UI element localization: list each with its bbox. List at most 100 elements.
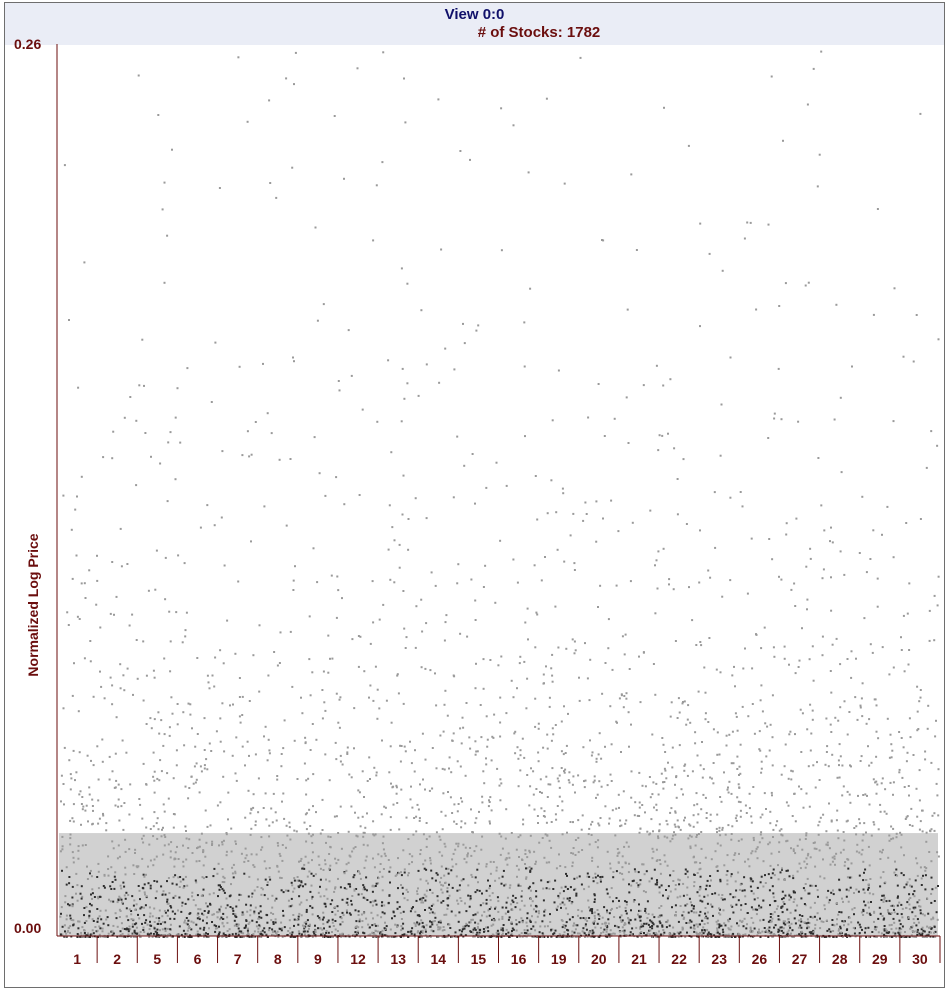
- data-point: [679, 895, 682, 898]
- data-point: [381, 739, 383, 742]
- data-point: [704, 691, 707, 694]
- data-point: [583, 780, 585, 783]
- data-point: [97, 887, 100, 890]
- data-point: [97, 897, 100, 900]
- data-point: [390, 721, 393, 724]
- data-point: [916, 862, 919, 865]
- data-point: [624, 822, 627, 825]
- data-point: [482, 687, 485, 690]
- data-point: [270, 807, 273, 810]
- data-point: [773, 412, 776, 415]
- data-point: [221, 702, 224, 705]
- data-point: [227, 791, 230, 794]
- data-point: [474, 921, 477, 924]
- data-point: [256, 878, 259, 881]
- data-point: [715, 668, 718, 671]
- data-point: [839, 927, 842, 930]
- data-point: [922, 874, 924, 877]
- data-point: [111, 840, 114, 843]
- data-point: [105, 829, 108, 832]
- data-point: [719, 880, 722, 883]
- data-point: [218, 931, 221, 934]
- data-point: [498, 877, 501, 880]
- data-point: [780, 773, 783, 776]
- data-point: [535, 611, 538, 614]
- data-point: [475, 933, 478, 936]
- data-point: [628, 883, 630, 886]
- data-point: [143, 891, 146, 894]
- data-point: [420, 897, 423, 900]
- data-point: [693, 911, 695, 914]
- data-point: [591, 921, 594, 924]
- data-point: [866, 911, 869, 914]
- data-point: [656, 587, 659, 590]
- data-point: [567, 779, 570, 782]
- data-point: [177, 934, 180, 937]
- data-point: [826, 841, 829, 844]
- data-point: [435, 704, 438, 707]
- data-point: [564, 924, 567, 927]
- data-point: [334, 857, 337, 860]
- data-point: [164, 930, 167, 932]
- data-point: [532, 793, 535, 796]
- data-point: [573, 652, 576, 655]
- data-point: [297, 923, 300, 926]
- data-point: [713, 934, 716, 937]
- data-point: [543, 856, 546, 859]
- data-point: [512, 558, 515, 561]
- data-point: [324, 494, 327, 497]
- data-point: [145, 895, 148, 898]
- data-point: [457, 920, 460, 923]
- data-point: [759, 816, 762, 819]
- data-point: [337, 858, 340, 861]
- data-point: [889, 905, 892, 907]
- data-point: [311, 859, 313, 862]
- data-point: [290, 933, 293, 936]
- data-point: [462, 843, 465, 846]
- data-point: [710, 879, 712, 882]
- data-point: [180, 933, 183, 936]
- data-point: [95, 603, 98, 606]
- data-point: [890, 923, 893, 926]
- data-point: [856, 718, 859, 721]
- data-point: [657, 793, 660, 796]
- data-point: [296, 778, 299, 780]
- data-point: [686, 870, 689, 873]
- data-point: [327, 919, 330, 922]
- data-point: [570, 902, 573, 905]
- data-point: [594, 926, 597, 929]
- data-point: [338, 726, 341, 729]
- data-point: [535, 935, 538, 938]
- data-point: [876, 577, 879, 580]
- data-point: [221, 881, 224, 883]
- data-point: [660, 914, 663, 917]
- data-point: [782, 897, 785, 900]
- data-point: [153, 718, 156, 721]
- data-point: [870, 834, 873, 837]
- data-point: [274, 899, 276, 902]
- data-point: [300, 914, 303, 917]
- data-point: [528, 849, 531, 852]
- data-point: [597, 874, 599, 877]
- data-point: [456, 899, 459, 902]
- data-point: [808, 922, 811, 925]
- data-point: [799, 932, 802, 935]
- data-point: [673, 447, 676, 450]
- data-point: [685, 523, 688, 525]
- data-point: [652, 932, 655, 935]
- data-point: [62, 494, 65, 497]
- data-point: [400, 745, 403, 747]
- data-point: [857, 794, 859, 797]
- data-point: [274, 921, 277, 924]
- data-point: [688, 586, 690, 589]
- data-point: [499, 539, 502, 542]
- data-point: [245, 854, 248, 857]
- data-point: [476, 889, 479, 892]
- data-point: [462, 878, 465, 881]
- data-point: [760, 906, 763, 909]
- data-point: [760, 684, 763, 687]
- data-point: [202, 928, 205, 931]
- data-point: [868, 764, 871, 767]
- data-point: [309, 825, 312, 827]
- data-point: [919, 518, 922, 520]
